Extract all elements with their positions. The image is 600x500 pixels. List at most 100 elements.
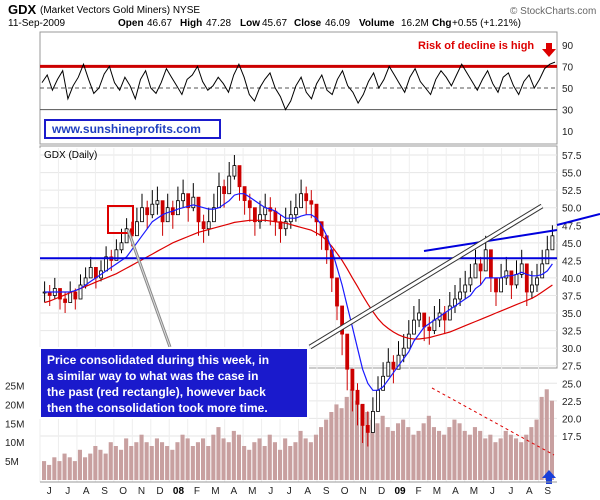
volume-bar	[93, 446, 98, 480]
candle-body	[252, 207, 257, 223]
volume-bar	[201, 438, 206, 480]
candle-body	[340, 305, 345, 335]
volume-bar	[83, 457, 88, 480]
candle-body	[535, 277, 539, 286]
date-label: 11-Sep-2009	[8, 18, 66, 29]
candle-body	[119, 242, 124, 251]
volume-bar	[498, 438, 503, 480]
rsi-axis: 90 70 50 30 10	[562, 41, 574, 138]
candle-body	[355, 389, 360, 405]
price-tick-label: 35.0	[562, 309, 582, 320]
volume-bar	[519, 442, 524, 480]
volume-bar	[385, 427, 390, 480]
long-moving-average	[44, 219, 553, 340]
high-label: High	[180, 18, 202, 29]
volume-value: 16.2M	[401, 18, 429, 29]
volume-bar	[72, 461, 77, 480]
volume-bar	[421, 423, 426, 480]
candle-body	[283, 221, 288, 230]
month-tick-label: N	[360, 486, 367, 497]
candle-body	[509, 270, 514, 286]
pointer-line	[309, 204, 543, 349]
volume-tick-label: 25M	[5, 382, 24, 393]
volume-bar	[98, 449, 103, 480]
candle-body	[211, 207, 216, 223]
candle-body	[63, 298, 67, 303]
month-tick-label: J	[490, 486, 495, 497]
month-gridlines	[39, 148, 540, 482]
price-tick-label: 27.5	[562, 362, 582, 373]
candle-body	[524, 263, 529, 293]
volume-bar	[478, 430, 483, 480]
volume-bar	[411, 434, 416, 480]
volume-bar	[457, 423, 462, 480]
volume-series	[42, 389, 554, 480]
month-tick-label: 08	[173, 486, 185, 497]
candle-body	[273, 210, 278, 223]
volume-bar	[539, 396, 544, 480]
candle-body	[165, 207, 170, 223]
volume-bar	[160, 442, 165, 480]
volume-bar	[180, 434, 185, 480]
volume-bar	[206, 446, 211, 480]
volume-bar	[278, 449, 283, 480]
rsi-tick-label: 90	[562, 41, 574, 52]
volume-bar	[144, 442, 149, 480]
month-tick-label: 09	[394, 486, 406, 497]
volume-bar	[293, 442, 298, 480]
volume-bar	[113, 446, 118, 480]
volume-bar	[62, 453, 67, 480]
candle-body	[293, 207, 298, 216]
volume-bar	[119, 449, 124, 480]
volume-bar	[252, 442, 257, 480]
volume-bar	[375, 423, 380, 480]
price-tick-label: 45.0	[562, 239, 582, 250]
candle-body	[206, 221, 211, 230]
pointer-line-to-rectangle-highlight	[127, 229, 171, 348]
candle-body	[309, 200, 314, 205]
rsi-series	[41, 61, 556, 111]
volume-bar	[416, 430, 421, 480]
price-panel-title: GDX (Daily)	[44, 150, 97, 161]
candle-body	[422, 312, 427, 328]
volume-bar	[508, 434, 513, 480]
volume-bar	[483, 438, 488, 480]
volume-bar	[431, 427, 436, 480]
volume-bar	[67, 457, 72, 480]
candle-body	[473, 263, 478, 279]
month-tick-label: A	[231, 486, 238, 497]
url-box	[44, 119, 221, 139]
candle-body	[175, 200, 180, 216]
candle-body	[191, 196, 196, 209]
note-line-4: then the consolidation took more time.	[47, 401, 268, 415]
month-tick-label: D	[156, 486, 163, 497]
month-tick-label: A	[304, 486, 311, 497]
price-tick-label: 37.5	[562, 291, 582, 302]
volume-bar	[236, 434, 241, 480]
candle-body	[196, 196, 201, 223]
volume-bar	[334, 404, 339, 480]
volume-bar	[247, 449, 252, 480]
volume-bar	[175, 442, 180, 480]
volume-bar	[390, 430, 395, 480]
candle-body	[58, 288, 62, 300]
volume-bar	[488, 434, 493, 480]
month-tick-label: M	[211, 486, 219, 497]
volume-bar	[447, 427, 452, 480]
short-moving-average	[44, 193, 553, 391]
candle-body	[345, 333, 350, 370]
candle-body	[483, 249, 488, 272]
month-tick-label: J	[65, 486, 70, 497]
price-tick-label: 17.5	[562, 432, 582, 443]
candle-body	[499, 277, 504, 293]
month-tick-label: J	[47, 486, 52, 497]
candle-body	[376, 389, 380, 412]
volume-bar	[52, 457, 57, 480]
volume-bar	[272, 442, 277, 480]
candle-body	[314, 203, 319, 223]
volume-tick-label: 15M	[5, 419, 24, 430]
month-tick-label: F	[194, 486, 200, 497]
candle-body	[381, 375, 386, 391]
candle-body	[447, 305, 452, 321]
candle-body	[124, 228, 129, 244]
